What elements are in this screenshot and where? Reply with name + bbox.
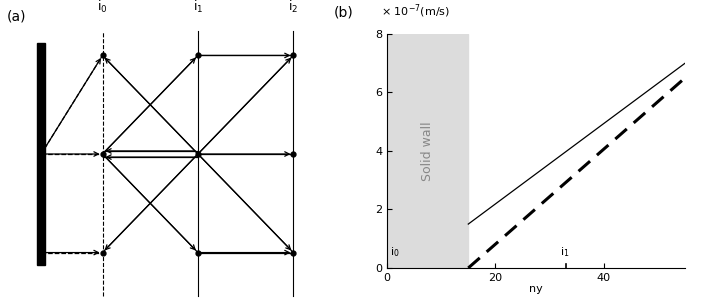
Text: i$_1$: i$_1$ — [193, 0, 203, 15]
Text: i$_1$: i$_1$ — [560, 245, 570, 259]
Text: Solid wall: Solid wall — [421, 121, 434, 181]
X-axis label: ny: ny — [529, 284, 543, 294]
Text: i$_2$: i$_2$ — [288, 0, 298, 15]
Bar — [387, 34, 469, 268]
Text: (b): (b) — [333, 6, 353, 20]
Text: × 10$^{-7}$(m/s): × 10$^{-7}$(m/s) — [381, 2, 450, 20]
Text: i$_0$: i$_0$ — [97, 0, 108, 15]
Text: i$_0$: i$_0$ — [390, 245, 399, 259]
Bar — [38, 43, 45, 265]
Text: (a): (a) — [7, 9, 26, 23]
